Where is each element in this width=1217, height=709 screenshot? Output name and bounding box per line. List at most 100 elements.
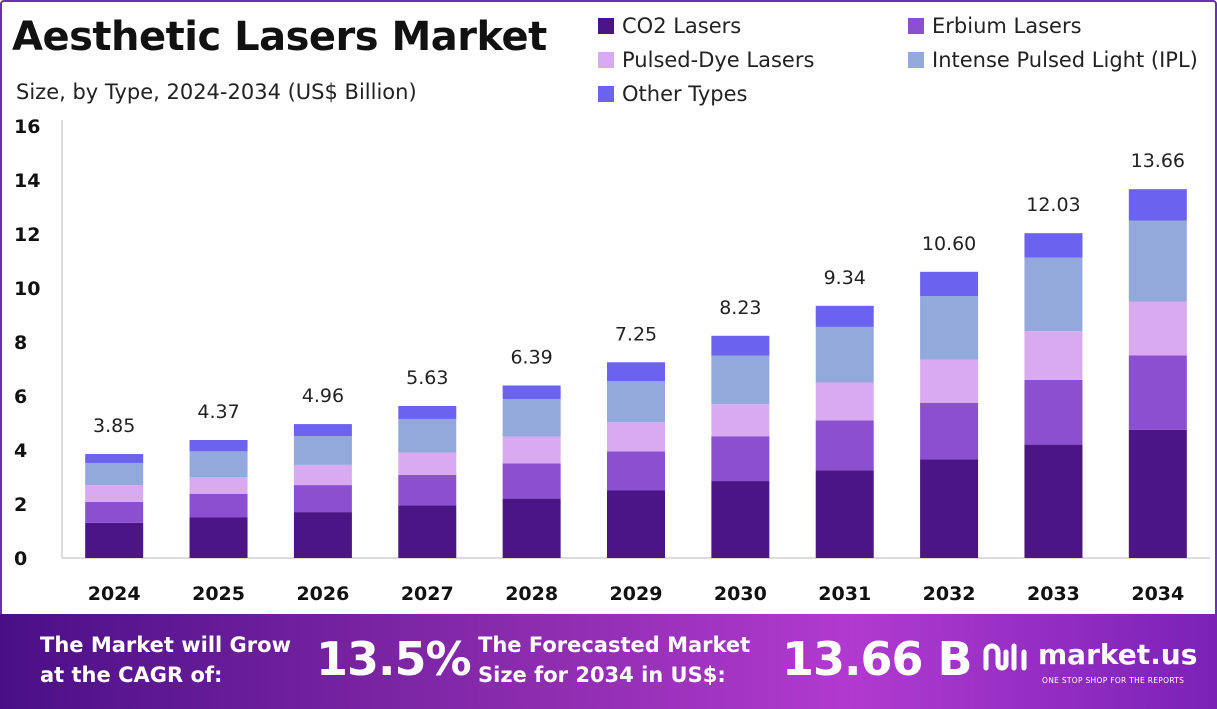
y-tick-label: 8	[14, 332, 27, 354]
bar-total-label: 12.03	[1026, 194, 1080, 216]
brand-tagline: ONE STOP SHOP FOR THE REPORTS	[1042, 676, 1185, 685]
bar-segment-pulsed-dye-lasers	[398, 452, 457, 475]
legend-swatch	[908, 18, 924, 34]
chart-title: Aesthetic Lasers Market	[12, 14, 547, 60]
bar-segment-erbium-lasers	[293, 485, 352, 513]
bar-segment-other-types	[920, 271, 979, 297]
bar-segment-erbium-lasers	[85, 501, 144, 523]
legend-swatch	[598, 52, 614, 68]
x-tick-label: 2024	[88, 583, 141, 605]
stacked-bar-chart: 0 2 4 6 8 10 12 14 16 3.85 2024 4.37 2025 4.96 2026 5.6…	[14, 116, 1210, 605]
bar-segment-intense-pulsed-light-ipl	[1128, 220, 1187, 302]
bar-segment-co2-lasers	[189, 517, 248, 558]
brand-name: market.us	[1038, 638, 1198, 671]
forecast-value: 13.66 B	[782, 632, 973, 686]
legend-label: CO2 Lasers	[622, 14, 742, 38]
legend-label: Other Types	[622, 82, 748, 106]
bar-segment-pulsed-dye-lasers	[1024, 331, 1083, 380]
bar-segment-other-types	[1024, 233, 1083, 258]
bar-segment-pulsed-dye-lasers	[293, 464, 352, 486]
bar-segment-intense-pulsed-light-ipl	[293, 436, 352, 465]
bar-segment-erbium-lasers	[711, 436, 770, 482]
bar-segment-intense-pulsed-light-ipl	[398, 418, 457, 453]
bar-segment-other-types	[815, 305, 874, 327]
bar-segment-other-types	[711, 335, 770, 356]
x-tick-label: 2026	[296, 583, 349, 605]
bar-segment-intense-pulsed-light-ipl	[920, 296, 979, 360]
bar-total-label: 7.25	[615, 323, 657, 345]
legend-swatch	[908, 52, 924, 68]
bar-segment-erbium-lasers	[502, 463, 561, 499]
cagr-value: 13.5%	[316, 632, 472, 686]
legend-label: Pulsed-Dye Lasers	[622, 48, 815, 72]
cagr-label-line1: The Market will Grow	[40, 633, 291, 657]
bar-segment-co2-lasers	[502, 498, 561, 558]
bar-segment-other-types	[398, 405, 457, 419]
bar-segment-pulsed-dye-lasers	[1128, 301, 1187, 356]
x-tick-label: 2025	[192, 583, 245, 605]
bar-segment-intense-pulsed-light-ipl	[1024, 257, 1083, 332]
bar-segment-intense-pulsed-light-ipl	[502, 398, 561, 437]
bar-segment-other-types	[293, 424, 352, 437]
legend-item-erbium: Erbium Lasers	[908, 14, 1082, 38]
bar-segment-co2-lasers	[293, 512, 352, 558]
bar-segment-pulsed-dye-lasers	[189, 477, 248, 494]
bar-segment-co2-lasers	[1128, 429, 1187, 558]
legend-item-co2: CO2 Lasers	[598, 14, 741, 38]
bar-segment-erbium-lasers	[607, 451, 665, 491]
bar-total-label: 6.39	[510, 346, 552, 368]
y-tick-label: 4	[14, 440, 27, 462]
market-us-logo-icon	[983, 643, 1027, 671]
bar-segment-other-types	[502, 385, 561, 399]
cagr-label-line2: at the CAGR of:	[40, 663, 223, 687]
bar-total-label: 3.85	[93, 415, 135, 437]
forecast-label-line2: Size for 2034 in US$:	[478, 663, 726, 687]
bar-segment-intense-pulsed-light-ipl	[607, 381, 665, 423]
bar-segment-erbium-lasers	[920, 402, 979, 460]
x-tick-label: 2030	[714, 583, 767, 605]
legend-swatch	[598, 18, 614, 34]
bar-segment-pulsed-dye-lasers	[85, 485, 144, 502]
bar-segment-intense-pulsed-light-ipl	[711, 355, 770, 405]
y-tick-label: 16	[14, 116, 40, 138]
legend-swatch	[598, 86, 614, 102]
x-tick-label: 2031	[818, 583, 871, 605]
x-tick-label: 2034	[1131, 583, 1184, 605]
forecast-label-line1: The Forecasted Market	[478, 633, 751, 657]
x-tick-label: 2028	[505, 583, 558, 605]
y-tick-label: 6	[14, 386, 27, 408]
legend-item-ipl: Intense Pulsed Light (IPL)	[908, 48, 1198, 72]
bar-segment-intense-pulsed-light-ipl	[189, 451, 248, 477]
bar-segment-co2-lasers	[607, 490, 665, 558]
bar-segment-co2-lasers	[920, 459, 979, 558]
bar-segment-pulsed-dye-lasers	[607, 422, 665, 452]
brand-logo: market.us ONE STOP SHOP FOR THE REPORTS	[980, 634, 1210, 694]
bar-segment-pulsed-dye-lasers	[711, 404, 770, 437]
x-tick-label: 2027	[401, 583, 454, 605]
bar-total-label: 5.63	[406, 367, 448, 389]
bar-segment-intense-pulsed-light-ipl	[815, 326, 874, 383]
summary-banner: The Market will Grow at the CAGR of: 13.…	[0, 614, 1217, 709]
bar-segment-co2-lasers	[815, 470, 874, 558]
y-tick-label: 10	[14, 278, 40, 300]
bar-total-label: 4.37	[197, 401, 239, 423]
y-tick-label: 14	[14, 170, 40, 192]
bar-segment-erbium-lasers	[398, 474, 457, 506]
bar-total-label: 10.60	[922, 233, 976, 255]
bar-segment-other-types	[189, 440, 248, 452]
bar-segment-co2-lasers	[85, 522, 144, 558]
bar-segment-other-types	[607, 362, 665, 382]
bar-segment-pulsed-dye-lasers	[502, 436, 561, 464]
bar-segment-erbium-lasers	[189, 493, 248, 518]
bar-segment-pulsed-dye-lasers	[815, 382, 874, 421]
bar-segment-erbium-lasers	[815, 420, 874, 471]
bar-segment-co2-lasers	[398, 505, 457, 558]
y-tick-label: 2	[14, 494, 27, 516]
x-tick-label: 2033	[1027, 583, 1080, 605]
legend-item-pulsed-dye: Pulsed-Dye Lasers	[598, 48, 814, 72]
bar-segment-co2-lasers	[1024, 444, 1083, 558]
y-tick-label: 12	[14, 224, 40, 246]
bar-segment-other-types	[85, 454, 144, 463]
bar-total-label: 9.34	[824, 267, 866, 289]
bar-segment-co2-lasers	[711, 481, 770, 558]
